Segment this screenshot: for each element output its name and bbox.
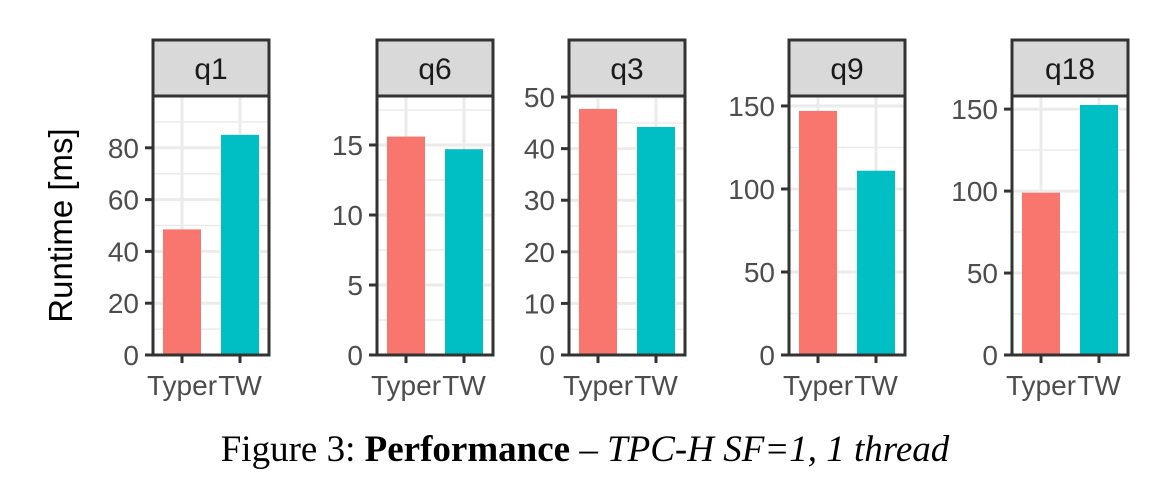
bar-tw — [221, 134, 259, 355]
panel-q6: q6 0 5 10 15 Typer TW — [332, 38, 495, 401]
x-tick-label: Typer — [563, 370, 633, 401]
x-tick-label: TW — [634, 370, 678, 401]
caption-prefix: Figure 3: — [220, 429, 365, 470]
bar-tw — [445, 149, 483, 355]
y-tick-label: 60 — [108, 185, 139, 216]
y-tick-label: 0 — [539, 340, 555, 371]
y-tick-label: 10 — [332, 200, 363, 231]
y-tick-label: 0 — [982, 340, 998, 371]
facet-strip — [1010, 38, 1130, 98]
y-tick-label: 15 — [332, 130, 363, 161]
y-tick-label: 20 — [108, 288, 139, 319]
x-tick-label: Typer — [371, 370, 441, 401]
facet-strip — [787, 38, 907, 98]
caption-dash: – — [570, 429, 608, 470]
x-tick-label: Typer — [1006, 370, 1076, 401]
facet-strip-label: q1 — [194, 53, 227, 86]
y-tick-label: 150 — [728, 91, 775, 122]
bar-typer — [579, 108, 617, 355]
panel-q9: q9 0 50 100 150 Typer TW — [728, 38, 907, 401]
bar-typer — [799, 110, 837, 355]
y-tick-label: 40 — [524, 134, 555, 165]
x-tick-label: Typer — [147, 370, 217, 401]
y-tick-label: 50 — [524, 82, 555, 113]
y-tick-label: 30 — [524, 185, 555, 216]
y-tick-label: 0 — [123, 340, 139, 371]
y-tick-label: 50 — [744, 257, 775, 288]
facet-strip-label: q18 — [1045, 53, 1095, 86]
facet-strip — [151, 38, 271, 98]
bar-typer — [1022, 192, 1060, 355]
y-tick-label: 100 — [951, 176, 998, 207]
panel-q1: q1 0 20 40 60 80 Typer TW — [108, 38, 271, 401]
y-tick-label: 150 — [951, 94, 998, 125]
y-tick-label: 100 — [728, 174, 775, 205]
y-axis-title: Runtime [ms] — [42, 128, 79, 322]
bar-tw — [857, 170, 895, 355]
caption-italic: TPC-H SF=1, 1 thread — [607, 429, 950, 470]
bar-tw — [1080, 105, 1118, 355]
y-tick-label: 0 — [347, 340, 363, 371]
figure-caption: Figure 3: Performance – TPC-H SF=1, 1 th… — [0, 428, 1170, 471]
x-tick-label: TW — [1077, 370, 1121, 401]
y-tick-label: 50 — [967, 258, 998, 289]
facet-strip — [375, 38, 495, 98]
facet-strip — [567, 38, 687, 98]
facet-strip-label: q3 — [610, 53, 643, 86]
y-tick-label: 0 — [759, 340, 775, 371]
panel-q3: q3 0 10 20 30 40 50 Typer TW — [524, 38, 687, 401]
y-tick-label: 5 — [347, 270, 363, 301]
y-tick-label: 20 — [524, 237, 555, 268]
panel-q18: q18 0 50 100 150 Typer TW — [951, 38, 1130, 401]
caption-bold: Performance — [364, 429, 571, 470]
bar-typer — [387, 136, 425, 355]
bar-tw — [637, 126, 675, 355]
x-tick-label: TW — [442, 370, 486, 401]
facet-strip-label: q6 — [418, 53, 451, 86]
x-tick-label: Typer — [783, 370, 853, 401]
y-tick-label: 40 — [108, 236, 139, 267]
x-tick-label: TW — [218, 370, 262, 401]
bar-typer — [163, 229, 201, 355]
x-tick-label: TW — [854, 370, 898, 401]
y-tick-label: 10 — [524, 288, 555, 319]
y-tick-label: 80 — [108, 133, 139, 164]
facet-strip-label: q9 — [830, 53, 863, 86]
